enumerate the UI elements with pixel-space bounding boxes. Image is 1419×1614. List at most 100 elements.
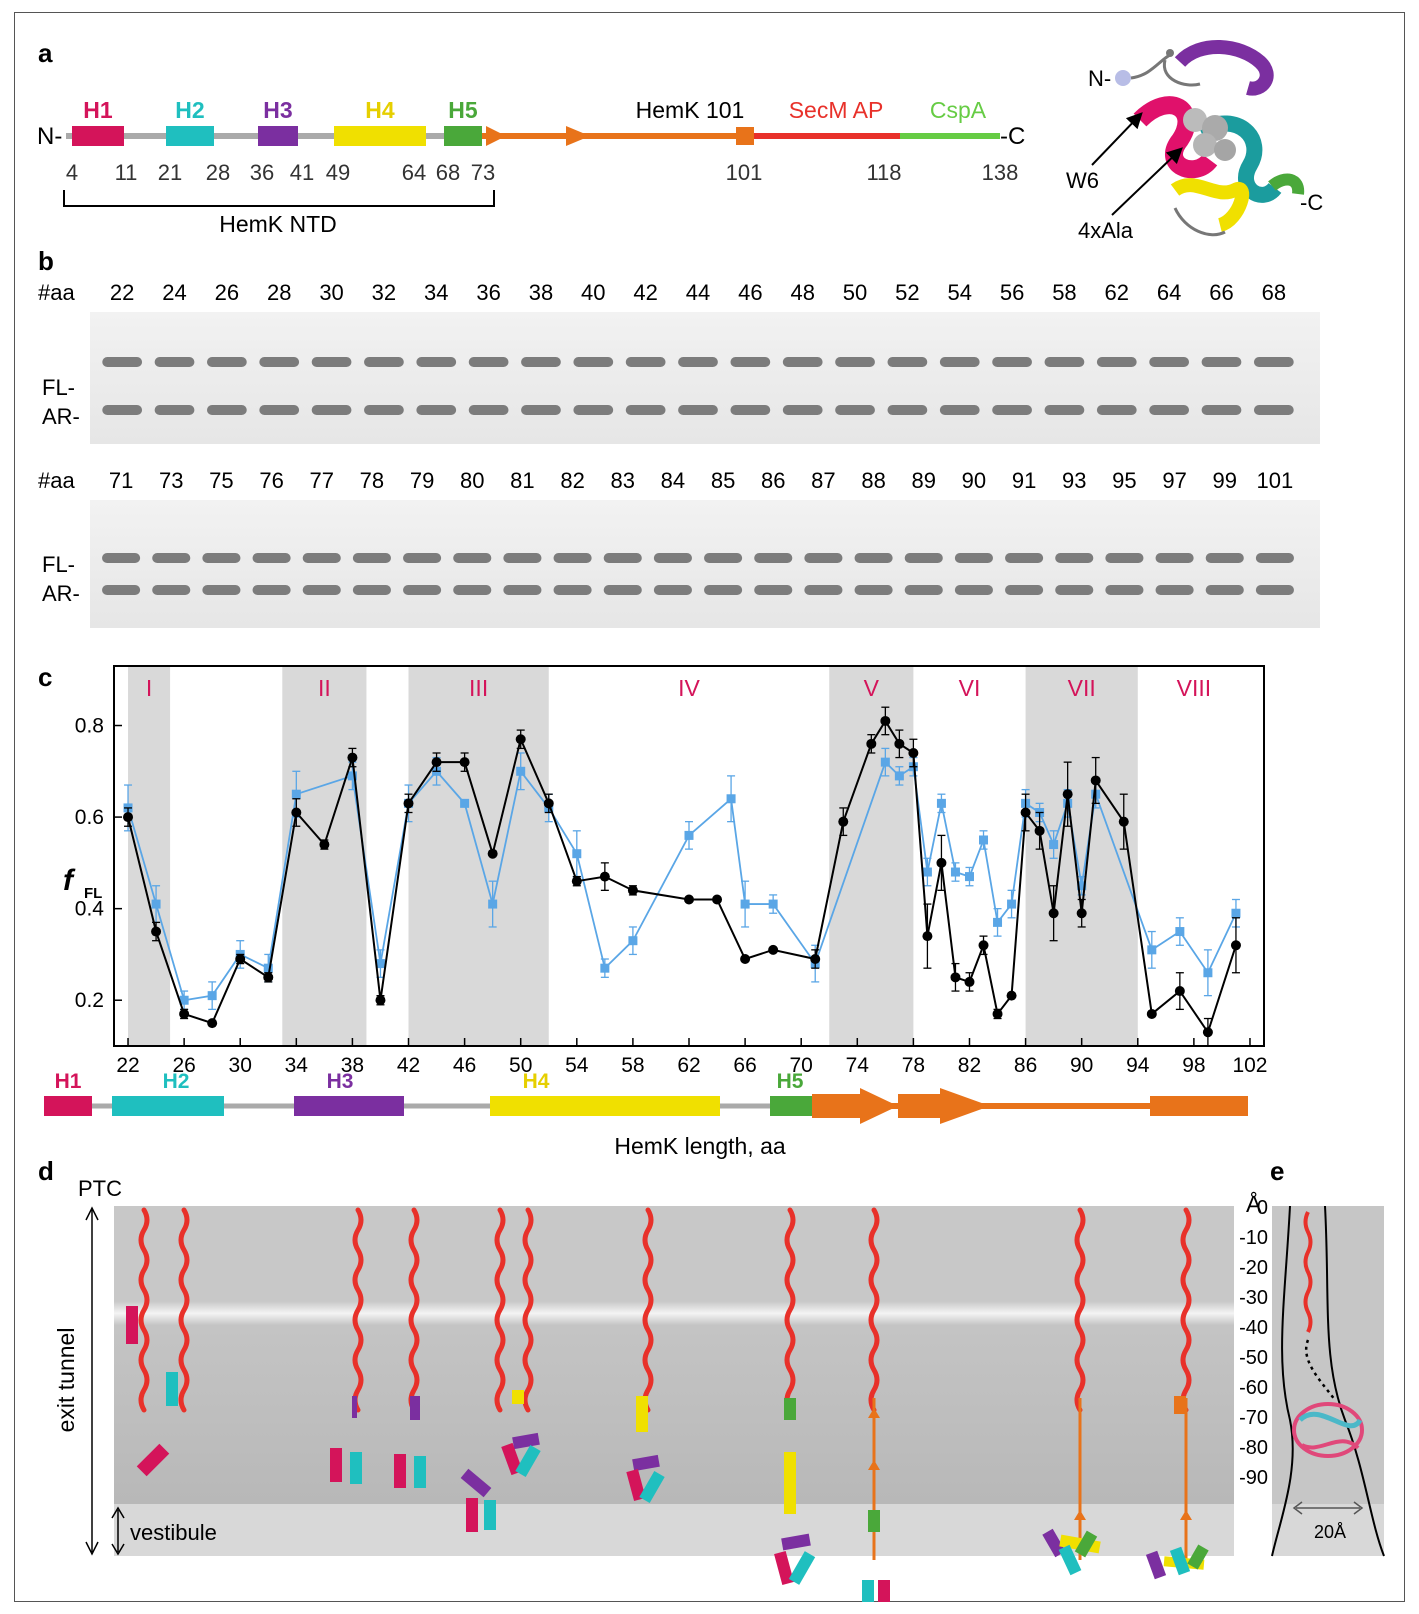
x-tick-label: 42 — [397, 1054, 420, 1077]
lane-label: 85 — [711, 468, 735, 493]
pos-label: 118 — [866, 160, 901, 185]
data-point — [375, 959, 385, 969]
region-label: VI — [959, 675, 981, 701]
data-point — [1062, 789, 1073, 800]
panel-e-tunnel-scale: Å 0 -10 -20 -30 -40 -50 -60 -70 -80 -90 20Å — [1239, 1190, 1385, 1557]
lane-label: 26 — [215, 280, 239, 305]
band-upper — [403, 553, 442, 563]
band-lower — [152, 585, 191, 595]
chain-helix — [1145, 1550, 1167, 1580]
domain-structure-e — [1292, 1402, 1364, 1458]
hemk-101-block — [736, 127, 754, 145]
band-lower — [468, 405, 509, 415]
region-band — [1025, 666, 1138, 1046]
helix-h5-label: H5 — [448, 97, 478, 123]
data-point — [263, 963, 273, 973]
band-upper — [1055, 553, 1094, 563]
chain-helix — [639, 1471, 665, 1503]
data-point — [179, 1008, 190, 1019]
scale-label: -60 — [1239, 1377, 1268, 1399]
lane-label: 54 — [947, 280, 971, 305]
nascent-chain — [352, 1207, 364, 1413]
data-point — [515, 734, 526, 745]
lane-label: 84 — [661, 468, 685, 493]
data-point — [347, 771, 357, 781]
chain-helix — [352, 1396, 357, 1418]
x-tick-label: 62 — [677, 1054, 700, 1077]
data-point — [1231, 908, 1241, 918]
band-upper — [754, 553, 793, 563]
data-point — [347, 752, 358, 763]
bar-strand-2 — [898, 1088, 990, 1124]
band-lower — [1055, 585, 1094, 595]
x-axis-label: HemK length, aa — [614, 1133, 786, 1159]
helix-h3 — [258, 126, 298, 146]
pos-label: 138 — [982, 160, 1019, 185]
chain-helix — [1174, 1396, 1186, 1414]
band-upper — [553, 553, 592, 563]
region-label: VII — [1068, 675, 1096, 701]
x-tick-label: 94 — [1126, 1054, 1150, 1077]
scale-label: -70 — [1239, 1407, 1268, 1429]
data-point — [1230, 940, 1241, 951]
hemk101-label: HemK 101 — [636, 97, 745, 123]
lane-label: 90 — [962, 468, 986, 493]
data-point — [1202, 1027, 1213, 1038]
band-lower — [416, 405, 457, 415]
helix-h1 — [72, 126, 124, 146]
bar-ctd-block — [1150, 1096, 1248, 1116]
panel-b-gels: #aa #aa 22 24 26 28 30 32 34 36 38 40 42 44 46 48 50 52… — [38, 280, 1320, 628]
band-upper — [835, 357, 875, 367]
data-point — [1007, 899, 1017, 909]
lane-label: 52 — [895, 280, 919, 305]
x-tick-label: 66 — [733, 1054, 756, 1077]
lane-label: 50 — [843, 280, 867, 305]
band-upper — [954, 553, 993, 563]
lane-label: 48 — [790, 280, 814, 305]
band-lower — [1201, 405, 1242, 415]
band-upper — [453, 553, 492, 563]
exit-tunnel-area — [114, 1206, 1234, 1504]
band-lower — [202, 585, 241, 595]
data-point — [151, 899, 161, 909]
nascent-chain-e — [1303, 1211, 1313, 1333]
x-tick-label: 38 — [341, 1054, 364, 1077]
band-lower — [1105, 585, 1144, 595]
scale-label: -20 — [1239, 1257, 1268, 1279]
lane-label: 75 — [209, 468, 233, 493]
lane-label: 44 — [686, 280, 710, 305]
angstrom-unit: Å — [1246, 1190, 1262, 1217]
data-point — [950, 972, 961, 983]
band-upper — [1201, 357, 1242, 367]
panel-b-letter: b — [38, 246, 54, 276]
structure-n-label: N- — [1088, 66, 1111, 91]
nascent-chain — [522, 1207, 534, 1413]
data-point — [1175, 927, 1185, 937]
lane-label: 42 — [633, 280, 657, 305]
band-upper — [782, 357, 823, 367]
aa-label-row2: #aa — [38, 468, 75, 493]
region-band — [829, 666, 914, 1046]
panel-a-letter: a — [38, 38, 53, 68]
data-point — [908, 747, 919, 758]
lane-label: 62 — [1105, 280, 1129, 305]
band-upper — [252, 553, 291, 563]
band-lower — [453, 585, 492, 595]
band-upper — [364, 357, 404, 367]
lane-label: 64 — [1157, 280, 1181, 305]
chain-helix — [414, 1456, 426, 1488]
x-tick-label: 46 — [453, 1054, 476, 1077]
tunnel-arrow-bottom — [85, 1541, 99, 1556]
band-lower — [854, 585, 893, 595]
band-upper — [653, 553, 692, 563]
data-point — [894, 738, 905, 749]
tunnel-wall-right — [1324, 1205, 1385, 1557]
band-upper — [704, 553, 743, 563]
region-band — [282, 666, 367, 1046]
nascent-chain — [1074, 1207, 1086, 1413]
data-point — [123, 812, 134, 823]
chain-helix — [784, 1398, 796, 1420]
pos-label: 11 — [115, 160, 138, 185]
vestibule-arrow-top — [111, 1506, 125, 1519]
